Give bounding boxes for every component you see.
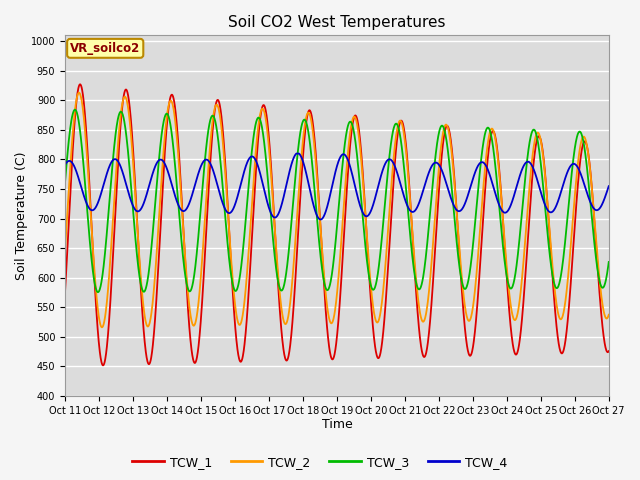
Line: TCW_3: TCW_3 xyxy=(65,109,609,292)
TCW_2 xyxy=(589,205,597,211)
TCW_1 xyxy=(490,129,497,134)
TCW_4 xyxy=(312,208,319,214)
TCW_4 xyxy=(292,151,300,156)
TCW_2 xyxy=(98,324,106,330)
Text: VR_soilco2: VR_soilco2 xyxy=(70,42,140,55)
TCW_1 xyxy=(99,362,107,368)
TCW_4 xyxy=(490,185,497,191)
TCW_3 xyxy=(312,198,319,204)
TCW_3 xyxy=(94,289,102,295)
TCW_1 xyxy=(312,148,319,154)
X-axis label: Time: Time xyxy=(321,419,352,432)
TCW_2 xyxy=(89,247,97,253)
TCW_3 xyxy=(61,180,69,185)
TCW_2 xyxy=(490,129,497,134)
Legend: TCW_1, TCW_2, TCW_3, TCW_4: TCW_1, TCW_2, TCW_3, TCW_4 xyxy=(127,451,513,474)
TCW_2 xyxy=(75,90,83,96)
Y-axis label: Soil Temperature (C): Soil Temperature (C) xyxy=(15,151,28,280)
TCW_4 xyxy=(589,205,597,211)
TCW_3 xyxy=(589,229,597,235)
TCW_1 xyxy=(326,349,334,355)
TCW_1 xyxy=(589,206,597,212)
TCW_4 xyxy=(89,207,97,213)
TCW_1 xyxy=(605,348,612,354)
TCW_4 xyxy=(605,183,612,189)
TCW_2 xyxy=(312,156,319,162)
Title: Soil CO2 West Temperatures: Soil CO2 West Temperatures xyxy=(228,15,445,30)
TCW_3 xyxy=(605,259,612,265)
TCW_1 xyxy=(61,289,69,295)
TCW_3 xyxy=(326,282,334,288)
TCW_4 xyxy=(317,216,324,222)
TCW_2 xyxy=(61,247,69,253)
TCW_3 xyxy=(589,232,597,238)
TCW_2 xyxy=(605,312,612,318)
TCW_3 xyxy=(71,107,79,112)
TCW_1 xyxy=(76,82,84,87)
TCW_4 xyxy=(326,193,334,199)
TCW_2 xyxy=(326,318,334,324)
TCW_4 xyxy=(589,205,597,211)
Line: TCW_2: TCW_2 xyxy=(65,93,609,327)
TCW_4 xyxy=(61,162,69,168)
TCW_3 xyxy=(89,269,97,275)
TCW_1 xyxy=(89,250,97,256)
Line: TCW_4: TCW_4 xyxy=(65,154,609,219)
TCW_1 xyxy=(589,203,597,208)
Line: TCW_1: TCW_1 xyxy=(65,84,609,365)
TCW_3 xyxy=(490,149,497,155)
TCW_2 xyxy=(589,202,597,207)
